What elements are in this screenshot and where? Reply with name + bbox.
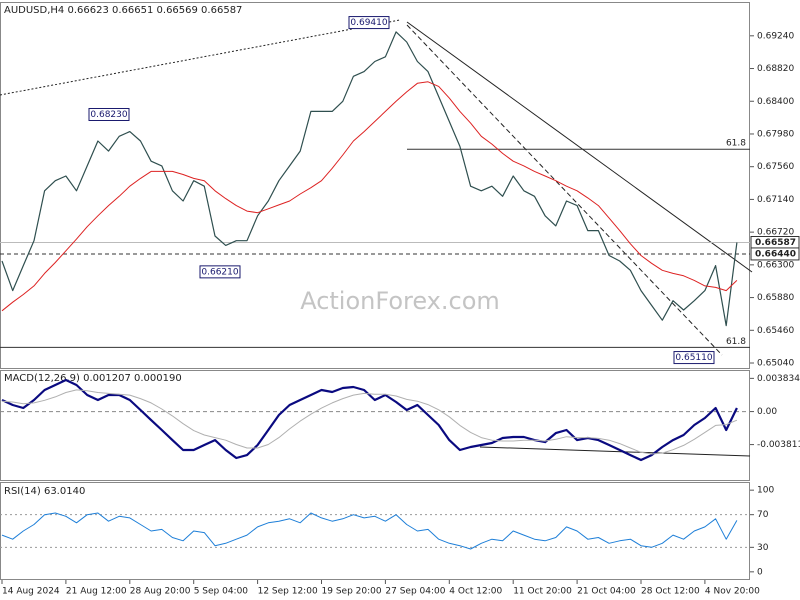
annotation-label: 0.69410 [350, 18, 387, 28]
y-tick-label: 0.65880 [757, 293, 794, 303]
chart-title: AUDUSD,H4 0.66623 0.66651 0.66569 0.6658… [4, 5, 242, 16]
series-line [1, 378, 738, 462]
y-tick-label: 0.67980 [757, 129, 794, 139]
annotation-box [673, 351, 715, 365]
y-tick-label: 0.67140 [757, 195, 794, 205]
series-line [1, 81, 738, 312]
y-tick-label: 0.00 [757, 407, 777, 417]
series-line [1, 512, 738, 550]
trend-line [406, 24, 723, 356]
fib-label: 61.8 [726, 337, 746, 347]
x-tick-label: 21 Oct 04:00 [577, 587, 636, 597]
y-tick-label: 0.66300 [757, 260, 794, 270]
rsi-panel [0, 482, 750, 580]
annotation-label: 0.65110 [675, 353, 712, 363]
x-tick-label: 21 Aug 12:00 [66, 587, 127, 597]
series-line [1, 31, 738, 327]
macd-trend-line [479, 446, 751, 457]
x-tick-label: 28 Aug 20:00 [130, 587, 191, 597]
y-tick-label: -0.003811 [757, 440, 800, 450]
macd-panel [0, 370, 750, 481]
y-tick-label: 0 [757, 567, 763, 577]
y-tick-label: 0.68820 [757, 64, 794, 74]
y-tick-label: 0.65040 [757, 359, 794, 369]
y-tick-label: 0.67560 [757, 162, 794, 172]
y-tick-label: 0.69240 [757, 31, 794, 41]
x-tick-label: 27 Sep 04:00 [385, 587, 445, 597]
y-tick-label: 0.65460 [757, 326, 794, 336]
annotation-box [199, 265, 241, 279]
y-tick-label: 100 [757, 486, 774, 496]
x-tick-label: 4 Oct 12:00 [449, 587, 502, 597]
fib-label: 61.8 [726, 139, 746, 149]
price-panel [0, 2, 750, 369]
price-level-label: 0.66440 [755, 249, 796, 259]
trend-line [406, 21, 753, 273]
annotation-box [348, 16, 390, 30]
y-tick-label: 0.66720 [757, 228, 794, 238]
y-tick-label: 0.003834 [757, 374, 800, 384]
price-level-label: 0.66587 [755, 238, 796, 248]
x-tick-label: 28 Oct 12:00 [641, 587, 700, 597]
y-tick-label: 70 [757, 510, 769, 520]
x-tick-label: 12 Sep 12:00 [258, 587, 318, 597]
macd-title: MACD(12,26,9) 0.001207 0.000190 [4, 373, 182, 384]
rsi-title: RSI(14) 63.0140 [4, 486, 85, 497]
x-tick-label: 4 Nov 20:00 [705, 587, 760, 597]
annotation-label: 0.66210 [201, 267, 238, 277]
x-tick-label: 11 Oct 20:00 [513, 587, 572, 597]
x-tick-label: 19 Sep 20:00 [322, 587, 382, 597]
watermark: ActionForex.com [300, 287, 500, 315]
price-level-box [750, 247, 800, 261]
annotation-label: 0.68230 [90, 110, 127, 120]
x-tick-label: 5 Sep 04:00 [194, 587, 249, 597]
y-tick-label: 0.68400 [757, 97, 794, 107]
y-tick-label: 30 [757, 543, 769, 553]
series-line [1, 389, 738, 455]
x-tick-label: 14 Aug 2024 [2, 587, 60, 597]
annotation-box [88, 107, 130, 121]
